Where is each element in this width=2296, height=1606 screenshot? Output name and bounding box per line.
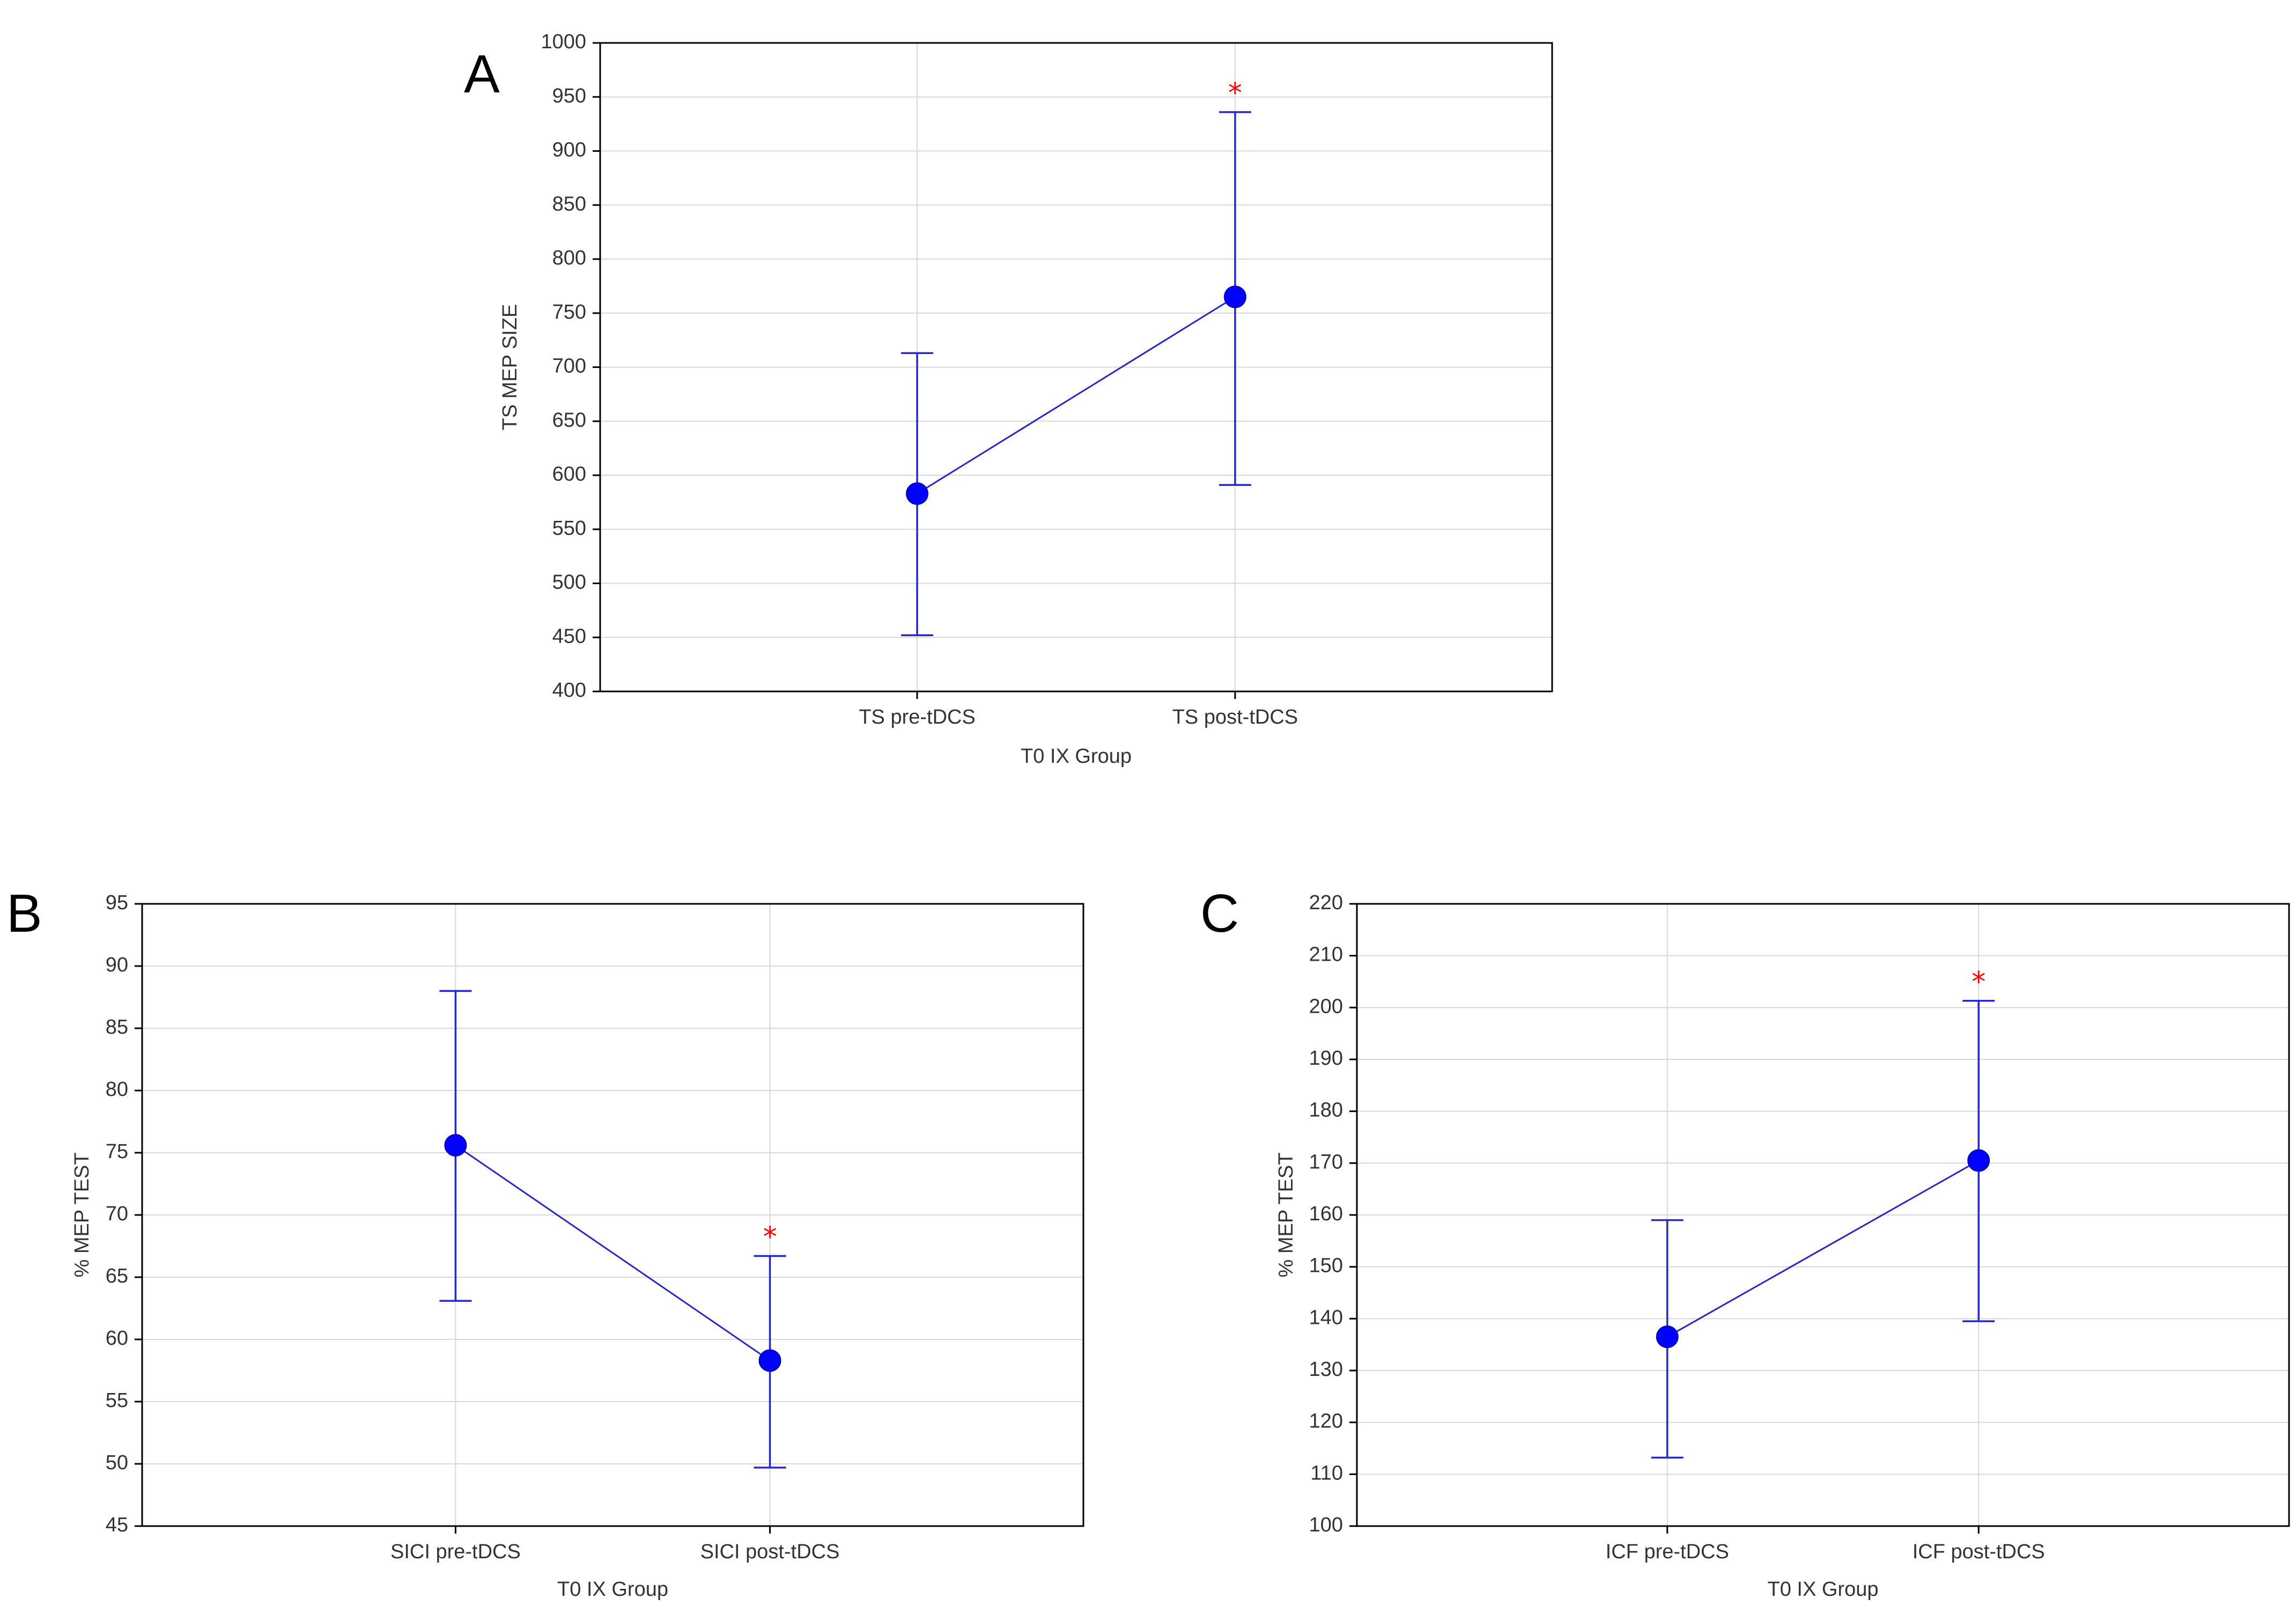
y-tick-label: 170 — [1309, 1151, 1343, 1173]
y-tick-label: 80 — [106, 1078, 128, 1101]
data-point — [1656, 1325, 1679, 1349]
series-line — [1667, 1160, 1979, 1338]
plot-frame — [141, 903, 1084, 1527]
panel-letter: C — [1200, 883, 1239, 944]
y-tick-label: 120 — [1309, 1410, 1343, 1433]
panel-b: B 45 50 55 60 65 70 75 80 85 90 95 SICI pre-tDCS SICI… — [6, 883, 1084, 1601]
y-tick-label: 70 — [106, 1203, 128, 1225]
data-point — [1967, 1149, 1990, 1172]
y-tick-label: 85 — [106, 1016, 128, 1038]
y-tick-label: 110 — [1310, 1462, 1343, 1484]
y-tick-label: 55 — [106, 1389, 128, 1412]
y-tick-label: 450 — [552, 625, 586, 647]
data-point — [758, 1349, 781, 1372]
significance-marker: * — [763, 1221, 777, 1254]
y-tick-label: 400 — [552, 679, 586, 702]
x-axis-title: T0 IX Group — [1021, 745, 1132, 768]
y-tick-label: 95 — [106, 892, 128, 914]
y-tick-label: 600 — [552, 463, 586, 485]
y-tick-label: 45 — [106, 1514, 128, 1536]
y-tick-label: 150 — [1309, 1255, 1343, 1277]
y-tick-label: 700 — [552, 355, 586, 378]
y-tick-label: 140 — [1309, 1306, 1343, 1329]
panel-letter: A — [464, 44, 500, 104]
data-point — [1223, 285, 1246, 308]
x-tick-label: ICF pre-tDCS — [1606, 1541, 1729, 1563]
data-point — [906, 482, 929, 505]
y-tick-label: 220 — [1309, 892, 1343, 914]
y-tick-label: 900 — [552, 139, 586, 161]
x-tick-label: TS post-tDCS — [1172, 706, 1298, 728]
y-tick-label: 550 — [552, 517, 586, 540]
y-tick-label: 75 — [106, 1140, 128, 1163]
y-tick-label: 850 — [552, 193, 586, 215]
y-tick-label: 800 — [552, 247, 586, 269]
panel-a: A 400 450 500 550 600 650 700 750 800 850 900 950 100… — [464, 31, 1553, 768]
x-tick-label: SICI post-tDCS — [700, 1541, 840, 1563]
significance-marker: * — [1228, 77, 1242, 109]
y-axis-title: TS MEP SIZE — [499, 304, 521, 431]
y-tick-label: 100 — [1309, 1514, 1343, 1536]
x-tick-label: SICI pre-tDCS — [390, 1541, 521, 1563]
y-tick-label: 1000 — [541, 31, 586, 53]
series-line — [917, 296, 1236, 495]
y-tick-label: 190 — [1309, 1047, 1343, 1070]
y-axis-title: % MEP TEST — [71, 1153, 93, 1278]
y-tick-label: 160 — [1309, 1203, 1343, 1225]
series-line — [455, 1144, 771, 1361]
y-tick-label: 60 — [106, 1327, 128, 1350]
y-tick-label: 500 — [552, 571, 586, 594]
significance-marker: * — [1972, 966, 1985, 998]
panel-letter: B — [6, 883, 42, 944]
x-tick-label: TS pre-tDCS — [859, 706, 975, 728]
y-tick-label: 210 — [1309, 944, 1343, 966]
panel-c: C 100 110 120 130 140 150 160 170 180 190 200 210 220… — [1200, 883, 2290, 1601]
y-tick-label: 130 — [1309, 1358, 1343, 1381]
plot-frame — [599, 42, 1553, 693]
y-tick-label: 750 — [552, 301, 586, 323]
y-tick-label: 180 — [1309, 1099, 1343, 1122]
y-tick-label: 50 — [106, 1452, 128, 1474]
data-point — [444, 1134, 467, 1157]
x-tick-label: ICF post-tDCS — [1913, 1541, 2045, 1563]
y-tick-label: 200 — [1309, 995, 1343, 1018]
x-axis-title: T0 IX Group — [557, 1578, 668, 1601]
y-tick-label: 950 — [552, 85, 586, 107]
y-tick-label: 65 — [106, 1265, 128, 1287]
y-tick-label: 650 — [552, 409, 586, 431]
y-tick-label: 90 — [106, 954, 128, 976]
plot-frame — [1356, 903, 2290, 1527]
y-axis-title: % MEP TEST — [1275, 1153, 1297, 1278]
x-axis-title: T0 IX Group — [1768, 1578, 1879, 1601]
